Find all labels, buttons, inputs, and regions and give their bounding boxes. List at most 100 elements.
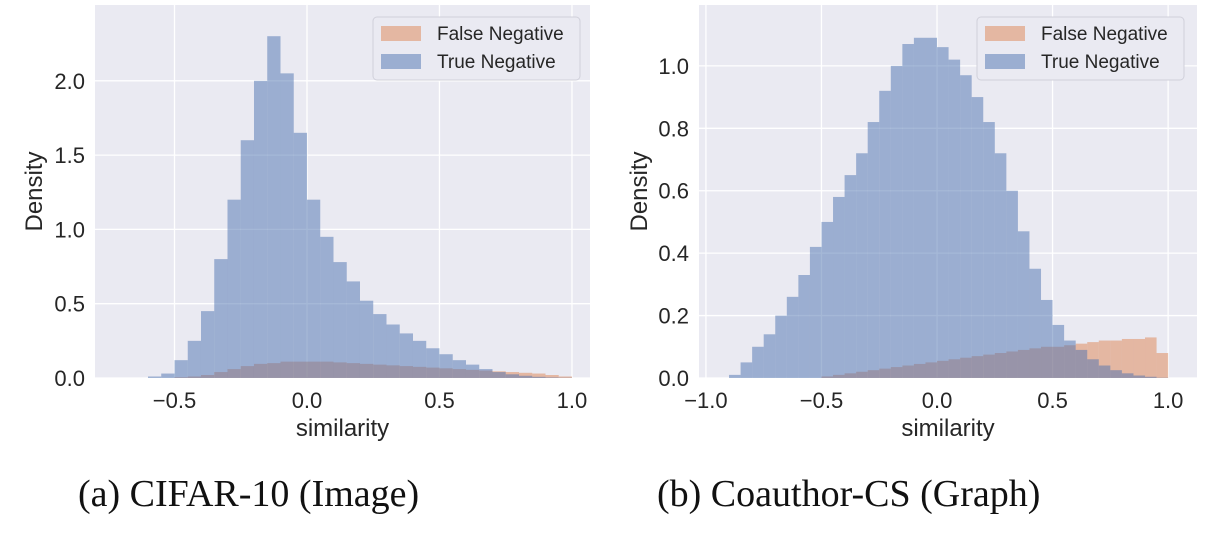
y-axis-label: Density bbox=[21, 151, 48, 231]
legend: False Negative True Negative bbox=[372, 16, 581, 81]
histogram-bar bbox=[833, 196, 845, 378]
histogram-bar bbox=[729, 374, 741, 378]
x-tick-label: 0.0 bbox=[922, 388, 953, 413]
series-true-negative bbox=[147, 36, 572, 378]
y-tick-label: 0.2 bbox=[658, 304, 689, 329]
histogram-bar bbox=[532, 373, 546, 378]
y-tick-label: 0.4 bbox=[658, 241, 689, 266]
legend-label: True Negative bbox=[437, 52, 556, 73]
y-tick-label: 2.0 bbox=[54, 69, 85, 94]
subplot-0: −0.5 0.0 0.5 1.0 0.0 0.5 1.0 1.5 2.0 similarity De… bbox=[21, 5, 590, 442]
legend-label: False Negative bbox=[1041, 24, 1168, 45]
histogram-bar bbox=[532, 376, 546, 378]
histogram-bar bbox=[359, 300, 374, 378]
histogram-bar bbox=[280, 73, 294, 378]
histogram-bar bbox=[346, 281, 360, 378]
x-axis-label: similarity bbox=[901, 415, 994, 442]
histogram-bar bbox=[821, 221, 834, 378]
histogram-bar bbox=[913, 37, 926, 379]
histogram-bar bbox=[798, 274, 810, 378]
histogram-bar bbox=[1029, 268, 1042, 378]
histogram-bar bbox=[518, 375, 533, 378]
legend-label: True Negative bbox=[1041, 52, 1160, 73]
histogram-bar bbox=[200, 311, 215, 378]
histogram-bar bbox=[1110, 340, 1122, 378]
histogram-bar bbox=[925, 37, 938, 379]
y-tick-label: 1.5 bbox=[54, 143, 85, 168]
histogram-bar bbox=[267, 36, 281, 378]
x-tick-label: −1.0 bbox=[684, 388, 727, 413]
legend-box bbox=[976, 16, 1185, 81]
histogram-bar bbox=[1121, 373, 1134, 378]
legend-label: False Negative bbox=[437, 24, 564, 45]
histogram-bar bbox=[147, 376, 162, 378]
histogram-bar bbox=[214, 259, 228, 378]
histogram-bar bbox=[971, 97, 984, 378]
histogram-bar bbox=[161, 373, 175, 378]
histogram-bar bbox=[253, 80, 268, 378]
histogram-bar bbox=[1133, 375, 1146, 378]
histogram-bar bbox=[867, 122, 880, 379]
histogram-bar bbox=[752, 346, 764, 378]
histogram-bar bbox=[937, 47, 949, 379]
histogram-bar bbox=[545, 377, 559, 378]
histogram-bar bbox=[763, 334, 776, 378]
histogram-bar bbox=[1098, 340, 1111, 378]
histogram-bar bbox=[492, 372, 506, 378]
histogram-bar bbox=[187, 340, 201, 378]
legend-swatch bbox=[381, 26, 421, 41]
caption-a: (a) CIFAR-10 (Image) bbox=[78, 473, 420, 515]
legend: False Negative True Negative bbox=[976, 16, 1185, 81]
legend-box bbox=[372, 16, 581, 81]
histogram-bar bbox=[227, 199, 241, 378]
histogram-bar bbox=[879, 90, 891, 378]
histogram-bar bbox=[994, 153, 1007, 378]
histogram-bar bbox=[1156, 353, 1169, 378]
histogram-bar bbox=[558, 376, 572, 378]
histogram-bar bbox=[960, 75, 972, 378]
histogram-bar bbox=[809, 246, 822, 378]
y-axis-label: Density bbox=[626, 151, 653, 231]
histogram-bar bbox=[1064, 340, 1076, 378]
y-tick-label: 0.8 bbox=[658, 116, 689, 141]
histogram-bar bbox=[439, 354, 453, 378]
x-tick-label: 0.5 bbox=[424, 388, 455, 413]
histogram-bar bbox=[775, 315, 787, 378]
series-true-negative bbox=[729, 37, 1169, 379]
y-tick-label: 1.0 bbox=[54, 217, 85, 242]
histogram-bar bbox=[948, 59, 961, 378]
histogram-bar bbox=[1121, 338, 1134, 378]
histogram-bar bbox=[1110, 370, 1122, 378]
histogram-bar bbox=[399, 333, 413, 378]
x-tick-label: 0.0 bbox=[292, 388, 323, 413]
histogram-bar bbox=[479, 369, 493, 378]
y-tick-label: 0.5 bbox=[54, 292, 85, 317]
caption-b: (b) Coauthor-CS (Graph) bbox=[657, 473, 1041, 515]
x-tick-label: 1.0 bbox=[1153, 388, 1184, 413]
histogram-bar bbox=[545, 375, 559, 378]
histogram-bar bbox=[1133, 338, 1146, 378]
subplot-1: −1.0 −0.5 0.0 0.5 1.0 0.0 0.2 0.4 0.6 0.8 1.0 simil… bbox=[626, 5, 1197, 442]
histogram-bar bbox=[174, 360, 188, 378]
histogram-bar bbox=[1052, 324, 1065, 378]
x-tick-label: 1.0 bbox=[557, 388, 588, 413]
histogram-bar bbox=[386, 324, 400, 378]
histogram-bar bbox=[465, 364, 480, 378]
y-tick-label: 1.0 bbox=[658, 54, 689, 79]
histogram-bar bbox=[426, 348, 440, 378]
histogram-bar bbox=[1098, 365, 1111, 378]
histogram-bar bbox=[1017, 231, 1030, 378]
histogram-bar bbox=[1075, 349, 1088, 378]
histogram-bar bbox=[890, 65, 903, 378]
histogram-bar bbox=[293, 132, 307, 378]
histogram-bar bbox=[983, 122, 995, 379]
y-tick-label: 0.6 bbox=[658, 179, 689, 204]
histogram-bar bbox=[306, 199, 321, 378]
histogram-bar bbox=[902, 44, 914, 379]
histogram-bar bbox=[844, 175, 857, 378]
histogram-bar bbox=[1145, 337, 1157, 378]
legend-swatch bbox=[381, 54, 421, 69]
histogram-bar bbox=[333, 262, 347, 378]
histogram-bar bbox=[505, 374, 519, 378]
histogram-bar bbox=[240, 140, 254, 378]
